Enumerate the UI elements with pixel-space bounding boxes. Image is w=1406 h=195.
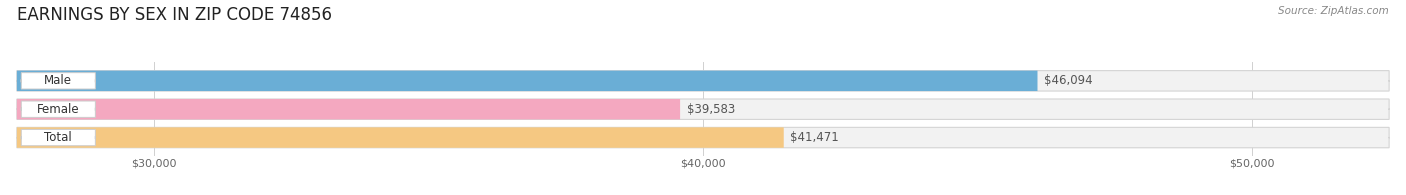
FancyBboxPatch shape: [21, 73, 96, 89]
Text: Male: Male: [45, 74, 72, 87]
FancyBboxPatch shape: [21, 129, 96, 146]
FancyBboxPatch shape: [17, 99, 1389, 119]
FancyBboxPatch shape: [17, 127, 1389, 148]
Text: Female: Female: [37, 103, 80, 116]
FancyBboxPatch shape: [21, 101, 96, 117]
FancyBboxPatch shape: [17, 71, 1389, 91]
Text: $41,471: $41,471: [790, 131, 839, 144]
Text: $46,094: $46,094: [1045, 74, 1092, 87]
FancyBboxPatch shape: [17, 99, 681, 119]
Text: EARNINGS BY SEX IN ZIP CODE 74856: EARNINGS BY SEX IN ZIP CODE 74856: [17, 6, 332, 24]
FancyBboxPatch shape: [17, 71, 1038, 91]
Text: Total: Total: [45, 131, 72, 144]
FancyBboxPatch shape: [17, 127, 783, 148]
Text: Source: ZipAtlas.com: Source: ZipAtlas.com: [1278, 6, 1389, 16]
Text: $39,583: $39,583: [686, 103, 735, 116]
